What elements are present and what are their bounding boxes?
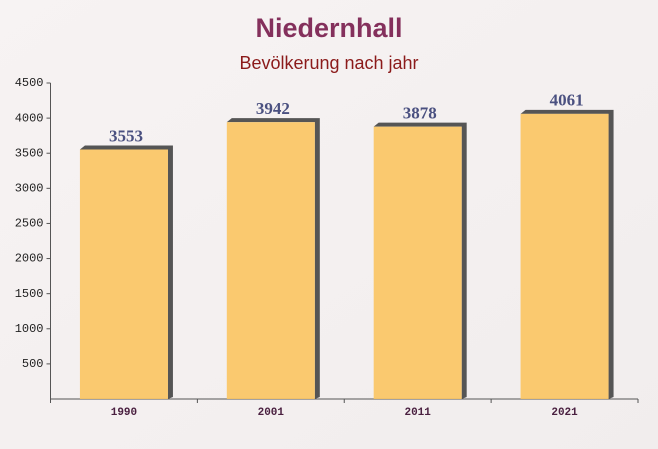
chart-subtitle: Bevölkerung nach jahr [239, 53, 418, 73]
y-tick-label: 2000 [15, 252, 44, 266]
bar [79, 149, 168, 399]
x-tick-label: 2021 [551, 407, 578, 419]
chart-title: Niedernhall [255, 13, 402, 43]
y-tick-label: 500 [22, 357, 44, 371]
y-tick-label: 2500 [15, 217, 44, 231]
y-tick-label: 4500 [15, 76, 44, 90]
bar [226, 122, 315, 400]
x-tick-label: 2011 [404, 407, 431, 419]
bar [373, 126, 462, 399]
x-tick-label: 1990 [111, 407, 137, 419]
bar [520, 113, 609, 400]
value-label: 3878 [403, 104, 437, 123]
value-label: 3942 [256, 99, 290, 118]
y-tick-label: 1500 [15, 287, 44, 301]
y-tick-label: 4000 [15, 111, 44, 125]
x-tick-label: 2001 [258, 407, 285, 419]
y-tick-label: 3000 [15, 182, 44, 196]
value-label: 4061 [550, 91, 584, 110]
y-tick-label: 1000 [15, 322, 44, 336]
value-label: 3553 [109, 126, 143, 145]
y-tick-label: 3500 [15, 146, 44, 160]
